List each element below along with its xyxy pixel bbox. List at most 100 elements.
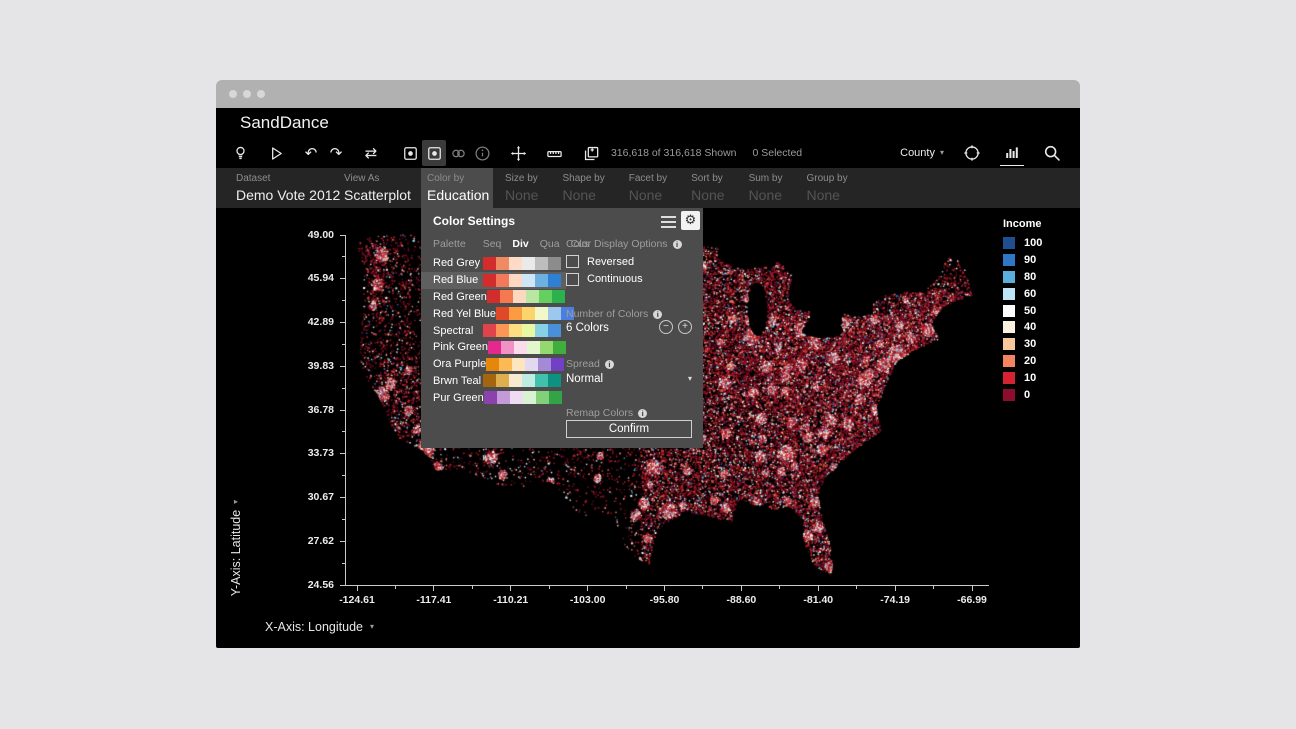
info-badge-icon[interactable]: i bbox=[604, 359, 614, 369]
checkbox-box[interactable] bbox=[566, 272, 579, 286]
county-dropdown-label: County bbox=[900, 147, 935, 159]
legend-item[interactable]: 0 bbox=[1003, 386, 1042, 403]
toolbar: ↶ ↷ ⇄ bbox=[216, 139, 1080, 168]
palette-row-red-yel-blue[interactable]: Red Yel Blue bbox=[421, 305, 574, 322]
palette-swatch bbox=[535, 256, 548, 270]
tab-sum-by[interactable]: Sum by None bbox=[737, 168, 795, 208]
decrease-colors-button[interactable]: − bbox=[659, 320, 673, 334]
ruler-icon[interactable] bbox=[542, 140, 566, 166]
legend-item[interactable]: 100 bbox=[1003, 235, 1042, 252]
info-badge-icon[interactable]: i bbox=[653, 309, 663, 319]
palette-swatches bbox=[483, 391, 562, 405]
palette-row-spectral[interactable]: Spectral bbox=[421, 322, 566, 339]
palette-swatch bbox=[483, 256, 496, 270]
legend-swatch bbox=[1003, 270, 1015, 283]
palette-row-brwn-teal[interactable]: Brwn Teal bbox=[421, 373, 566, 390]
palette-swatch bbox=[509, 256, 522, 270]
confirm-button[interactable]: Confirm bbox=[566, 420, 692, 438]
checkbox-reversed[interactable]: Reversed bbox=[566, 255, 634, 268]
palette-swatches bbox=[483, 256, 561, 270]
run-icon[interactable] bbox=[264, 140, 288, 166]
palette-row-pink-green[interactable]: Pink Green bbox=[421, 339, 567, 356]
tab-value: Scatterplot bbox=[344, 187, 411, 203]
palette-tab-seq[interactable]: Seq bbox=[482, 238, 502, 250]
window-control-dot[interactable] bbox=[243, 90, 251, 98]
palette-tab-qua[interactable]: Qua bbox=[539, 238, 560, 250]
info-icon[interactable] bbox=[470, 140, 494, 166]
color-legend: Income 100 90 80 60 50 40 30 20 10 0 bbox=[1003, 218, 1042, 403]
target-icon[interactable] bbox=[960, 140, 984, 166]
x-axis-label: X-Axis: Longitude bbox=[265, 620, 363, 634]
window-titlebar[interactable] bbox=[216, 80, 1080, 108]
tab-sort-by[interactable]: Sort by None bbox=[679, 168, 736, 208]
tab-shape-by[interactable]: Shape by None bbox=[550, 168, 616, 208]
palette-row-pur-green[interactable]: Pur Green bbox=[421, 389, 566, 406]
palette-row-ora-purple[interactable]: Ora Purple bbox=[421, 356, 566, 373]
palette-swatch bbox=[548, 391, 562, 405]
y-axis-label: Y-Axis: Latitude bbox=[229, 509, 243, 597]
legend-item[interactable]: 40 bbox=[1003, 319, 1042, 336]
palette-swatch bbox=[551, 357, 565, 371]
legend-item[interactable]: 90 bbox=[1003, 252, 1042, 269]
move-icon[interactable] bbox=[506, 140, 530, 166]
chart-frame-icon[interactable] bbox=[398, 140, 422, 166]
tab-view-as[interactable]: View As Scatterplot bbox=[336, 168, 421, 208]
palette-row-red-green[interactable]: Red Green bbox=[421, 289, 566, 306]
y-tick-label: 27.62 bbox=[307, 534, 334, 547]
legend-item[interactable]: 30 bbox=[1003, 336, 1042, 353]
lightbulb-icon[interactable] bbox=[228, 140, 252, 166]
tab-label: Facet by bbox=[628, 173, 668, 184]
tab-facet-by[interactable]: Facet by None bbox=[617, 168, 679, 208]
palette-swatches bbox=[488, 340, 567, 354]
legend-value: 90 bbox=[1024, 254, 1037, 267]
info-badge-icon[interactable]: i bbox=[672, 239, 682, 249]
tab-label: Shape by bbox=[562, 173, 605, 184]
tab-color-by[interactable]: Color by Education bbox=[421, 168, 493, 208]
gear-icon[interactable]: ⚙ bbox=[681, 211, 700, 230]
legend-item[interactable]: 20 bbox=[1003, 353, 1042, 370]
palette-swatches bbox=[483, 324, 561, 338]
tab-value: None bbox=[691, 187, 725, 203]
x-axis-selector[interactable]: X-Axis: Longitude ▾ bbox=[265, 620, 374, 634]
spread-dropdown[interactable]: Normal ▾ bbox=[566, 373, 692, 385]
legend-item[interactable]: 60 bbox=[1003, 285, 1042, 302]
palette-tab-div[interactable]: Div bbox=[512, 238, 529, 250]
replay-icon[interactable]: ⇄ bbox=[359, 140, 383, 166]
legend-item[interactable]: 80 bbox=[1003, 269, 1042, 286]
palette-row-red-blue[interactable]: Red Blue bbox=[421, 271, 566, 289]
snapshot-icon[interactable] bbox=[579, 140, 603, 166]
palette-swatch bbox=[548, 273, 561, 287]
link-icon[interactable] bbox=[446, 140, 470, 166]
x-tick-label: -81.40 bbox=[803, 594, 834, 606]
tab-bar: Dataset Demo Vote 2012 View As Scatterplot C… bbox=[216, 168, 1080, 208]
chart-frame-filled-icon[interactable] bbox=[422, 140, 446, 166]
tab-size-by[interactable]: Size by None bbox=[493, 168, 550, 208]
palette-swatch bbox=[522, 273, 535, 287]
number-of-colors-value: 6 Colors bbox=[566, 322, 609, 334]
x-tick-label: -95.80 bbox=[649, 594, 680, 606]
window-control-dot[interactable] bbox=[257, 90, 265, 98]
legend-item[interactable]: 50 bbox=[1003, 302, 1042, 319]
checkbox-box[interactable] bbox=[566, 255, 579, 268]
legend-item[interactable]: 10 bbox=[1003, 369, 1042, 386]
palette-row-red-grey[interactable]: Red Grey bbox=[421, 255, 566, 272]
undo-icon[interactable]: ↶ bbox=[299, 140, 323, 166]
tab-dataset[interactable]: Dataset Demo Vote 2012 bbox=[228, 168, 340, 208]
palette-swatch bbox=[514, 340, 528, 354]
x-tick-label: -66.99 bbox=[957, 594, 987, 606]
redo-icon[interactable]: ↷ bbox=[324, 140, 348, 166]
checkbox-continuous[interactable]: Continuous bbox=[566, 272, 643, 286]
palette-swatch bbox=[553, 340, 567, 354]
column-chart-icon[interactable] bbox=[1000, 140, 1024, 166]
palette-name: Pur Green bbox=[433, 391, 484, 404]
tab-group-by[interactable]: Group by None bbox=[794, 168, 859, 208]
y-axis-selector[interactable]: Y-Axis: Latitude ▾ bbox=[228, 483, 244, 613]
county-dropdown[interactable]: County ▾ bbox=[900, 147, 944, 159]
search-icon[interactable] bbox=[1040, 140, 1064, 166]
menu-icon[interactable] bbox=[661, 216, 676, 228]
increase-colors-button[interactable]: + bbox=[678, 320, 692, 334]
info-badge-icon[interactable]: i bbox=[638, 408, 648, 418]
window-control-dot[interactable] bbox=[229, 90, 237, 98]
toolbar-right-group: 316,618 of 316,618 Shown 0 Selected Coun… bbox=[611, 139, 1064, 167]
palette-tab-cus[interactable]: Cus bbox=[570, 238, 590, 250]
